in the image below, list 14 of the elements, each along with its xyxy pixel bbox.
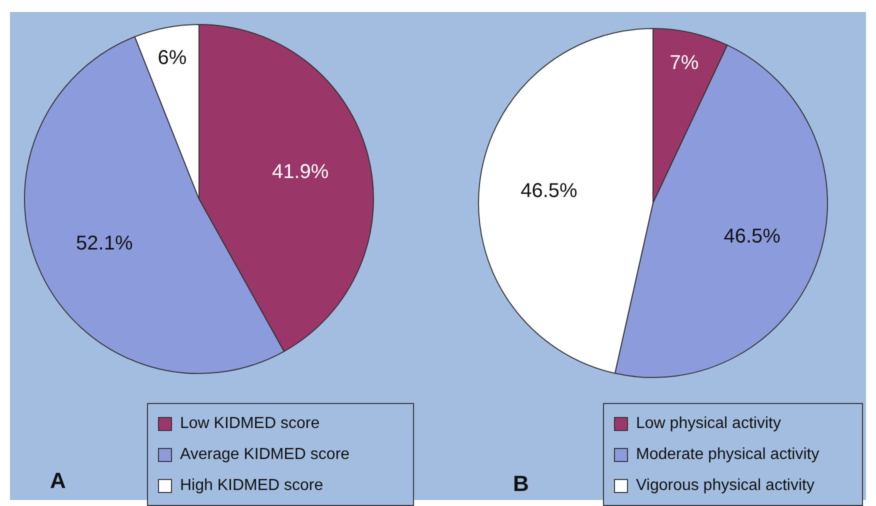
legend-label: High KIDMED score bbox=[180, 476, 324, 494]
legend-label: Low physical activity bbox=[636, 414, 781, 432]
legend-label: Low KIDMED score bbox=[180, 414, 320, 432]
data-label: 7% bbox=[670, 52, 699, 74]
data-label: 46.5% bbox=[520, 180, 578, 202]
data-label: 41.9% bbox=[272, 161, 329, 184]
legend-label: Average KIDMED score bbox=[180, 446, 350, 464]
text: B bbox=[513, 471, 529, 497]
data-label: 6% bbox=[158, 46, 187, 69]
legend-label: Vigorous physical activity bbox=[636, 476, 814, 494]
data-label: 46.5% bbox=[724, 225, 781, 248]
text: A bbox=[50, 468, 66, 494]
legend-label: Moderate physical activity bbox=[636, 446, 820, 464]
data-label: 52.1% bbox=[76, 232, 133, 254]
